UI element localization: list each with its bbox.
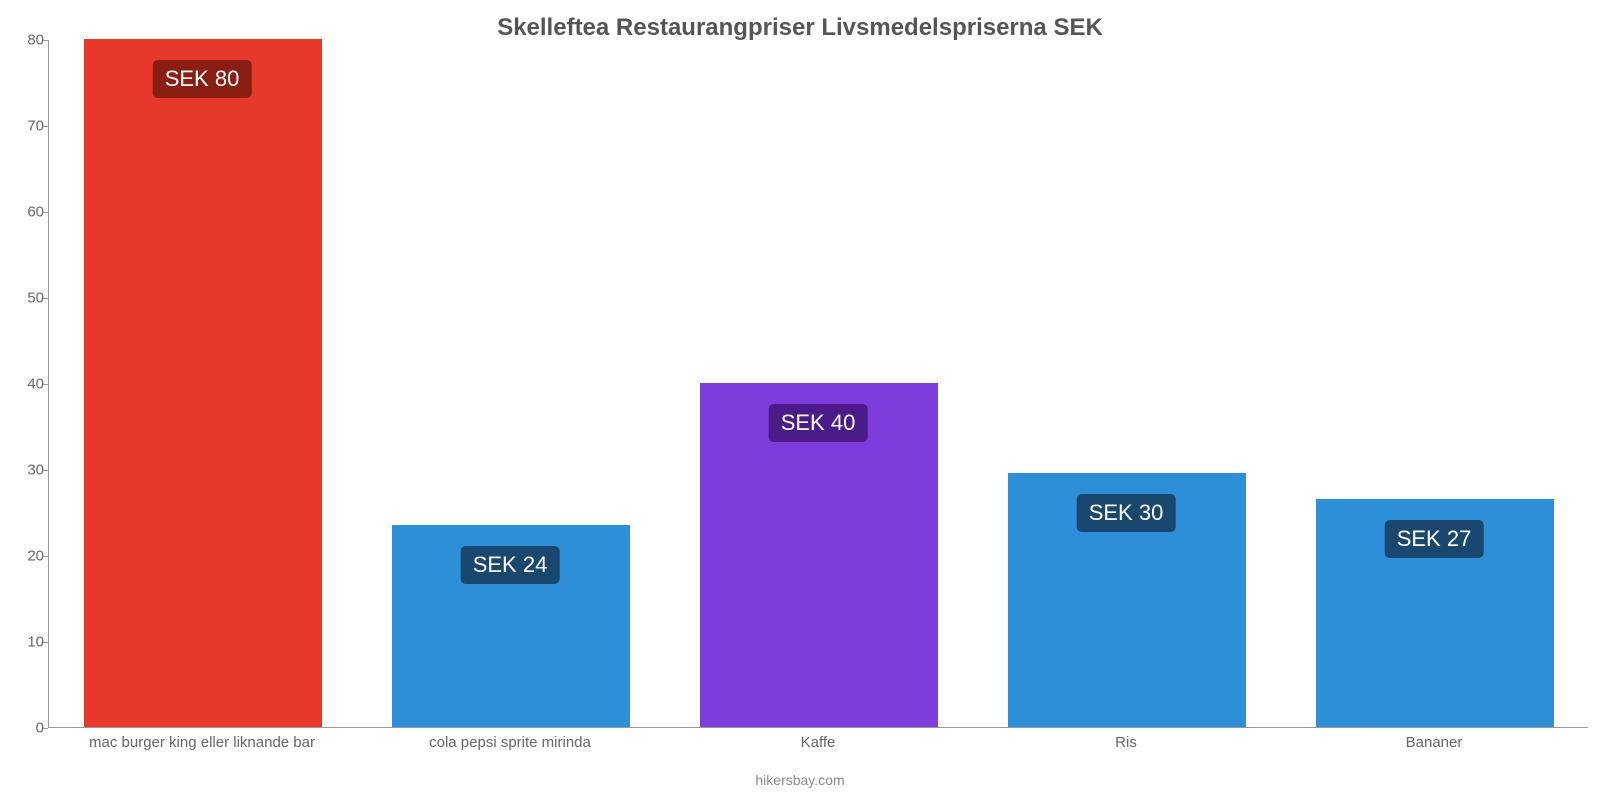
y-tick-mark xyxy=(43,384,48,385)
x-tick-label: Ris xyxy=(1115,734,1137,751)
value-badge: SEK 30 xyxy=(1077,494,1176,532)
y-tick-label: 50 xyxy=(27,290,44,307)
y-tick-mark xyxy=(43,40,48,41)
y-tick-label: 10 xyxy=(27,634,44,651)
x-tick-label: Bananer xyxy=(1406,734,1463,751)
y-tick-mark xyxy=(43,126,48,127)
y-tick-label: 40 xyxy=(27,376,44,393)
plot-area xyxy=(48,40,1588,728)
y-tick-label: 30 xyxy=(27,462,44,479)
y-tick-mark xyxy=(43,470,48,471)
bar xyxy=(84,39,321,727)
value-badge: SEK 40 xyxy=(769,404,868,442)
y-tick-label: 20 xyxy=(27,548,44,565)
value-badge: SEK 80 xyxy=(153,60,252,98)
y-tick-mark xyxy=(43,556,48,557)
y-tick-label: 80 xyxy=(27,32,44,49)
y-tick-mark xyxy=(43,728,48,729)
value-badge: SEK 24 xyxy=(461,546,560,584)
value-badge: SEK 27 xyxy=(1385,520,1484,558)
x-tick-label: cola pepsi sprite mirinda xyxy=(429,734,591,751)
y-tick-label: 70 xyxy=(27,118,44,135)
price-chart: Skelleftea Restaurangpriser Livsmedelspr… xyxy=(0,0,1600,800)
y-tick-mark xyxy=(43,298,48,299)
y-tick-label: 60 xyxy=(27,204,44,221)
y-tick-mark xyxy=(43,212,48,213)
chart-title: Skelleftea Restaurangpriser Livsmedelspr… xyxy=(0,14,1600,42)
x-tick-label: mac burger king eller liknande bar xyxy=(89,734,315,751)
y-tick-mark xyxy=(43,642,48,643)
attribution: hikersbay.com xyxy=(0,772,1600,788)
x-tick-label: Kaffe xyxy=(801,734,836,751)
